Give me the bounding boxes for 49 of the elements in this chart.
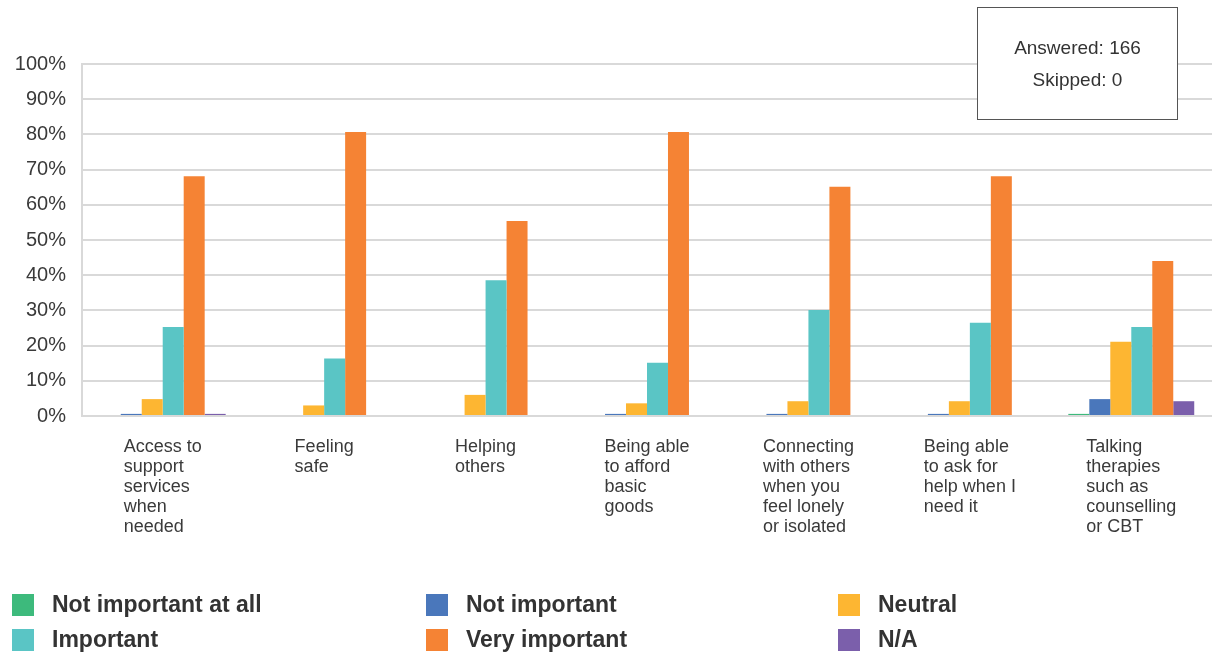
bar xyxy=(464,394,486,415)
y-tick-label: 100% xyxy=(14,51,67,74)
bar xyxy=(1131,326,1153,415)
legend-label: N/A xyxy=(878,626,918,653)
info-box: Answered: 166 Skipped: 0 xyxy=(977,7,1178,120)
x-tick-label: Being able to ask for help when I need it xyxy=(923,435,1016,516)
bar xyxy=(1089,399,1111,415)
y-tick-label: 80% xyxy=(25,121,67,144)
x-tick-label: Connecting with others when you feel lonely or isolated xyxy=(761,435,854,536)
bar xyxy=(626,403,647,415)
y-tick-label: 90% xyxy=(25,86,67,109)
bar xyxy=(162,326,184,415)
x-tick-label: Being able to afford basic goods xyxy=(604,435,690,516)
bar xyxy=(667,131,689,415)
bar xyxy=(787,401,809,415)
bar xyxy=(1110,341,1132,415)
legend-label: Important xyxy=(52,626,159,653)
x-tick-label: Access to support services when needed xyxy=(122,435,202,536)
bar xyxy=(808,310,830,415)
bar xyxy=(303,405,325,415)
x-tick-label: Feeling safe xyxy=(294,435,354,476)
bar xyxy=(141,399,163,415)
y-tick-label: 60% xyxy=(25,192,67,215)
y-tick-label: 20% xyxy=(25,333,67,356)
bar xyxy=(345,131,367,415)
bar xyxy=(829,186,851,415)
bar xyxy=(990,176,1012,415)
bar xyxy=(647,362,668,415)
legend-label: Neutral xyxy=(878,591,958,618)
bar xyxy=(1152,261,1174,415)
legend-label: Not important xyxy=(466,591,617,618)
x-tick-label: Helping others xyxy=(455,435,517,476)
y-tick-label: 40% xyxy=(25,262,67,285)
y-tick-label: 30% xyxy=(25,297,67,320)
legend-label: Not important at all xyxy=(52,591,262,618)
y-tick-label: 0% xyxy=(37,403,67,426)
bar xyxy=(485,280,507,415)
bar xyxy=(969,322,991,415)
y-tick-label: 10% xyxy=(25,368,67,391)
bar xyxy=(1173,401,1195,415)
bar xyxy=(324,358,346,415)
bar xyxy=(948,401,970,415)
x-tick-label: Talking therapies such as counselling or CBT xyxy=(1086,435,1177,536)
bar xyxy=(506,220,528,415)
y-tick-label: 70% xyxy=(25,157,67,180)
annotation: Skipped: 0 xyxy=(1032,67,1123,92)
legend-label: Very important xyxy=(466,626,628,653)
bar xyxy=(183,176,205,415)
y-tick-label: 50% xyxy=(25,227,67,250)
